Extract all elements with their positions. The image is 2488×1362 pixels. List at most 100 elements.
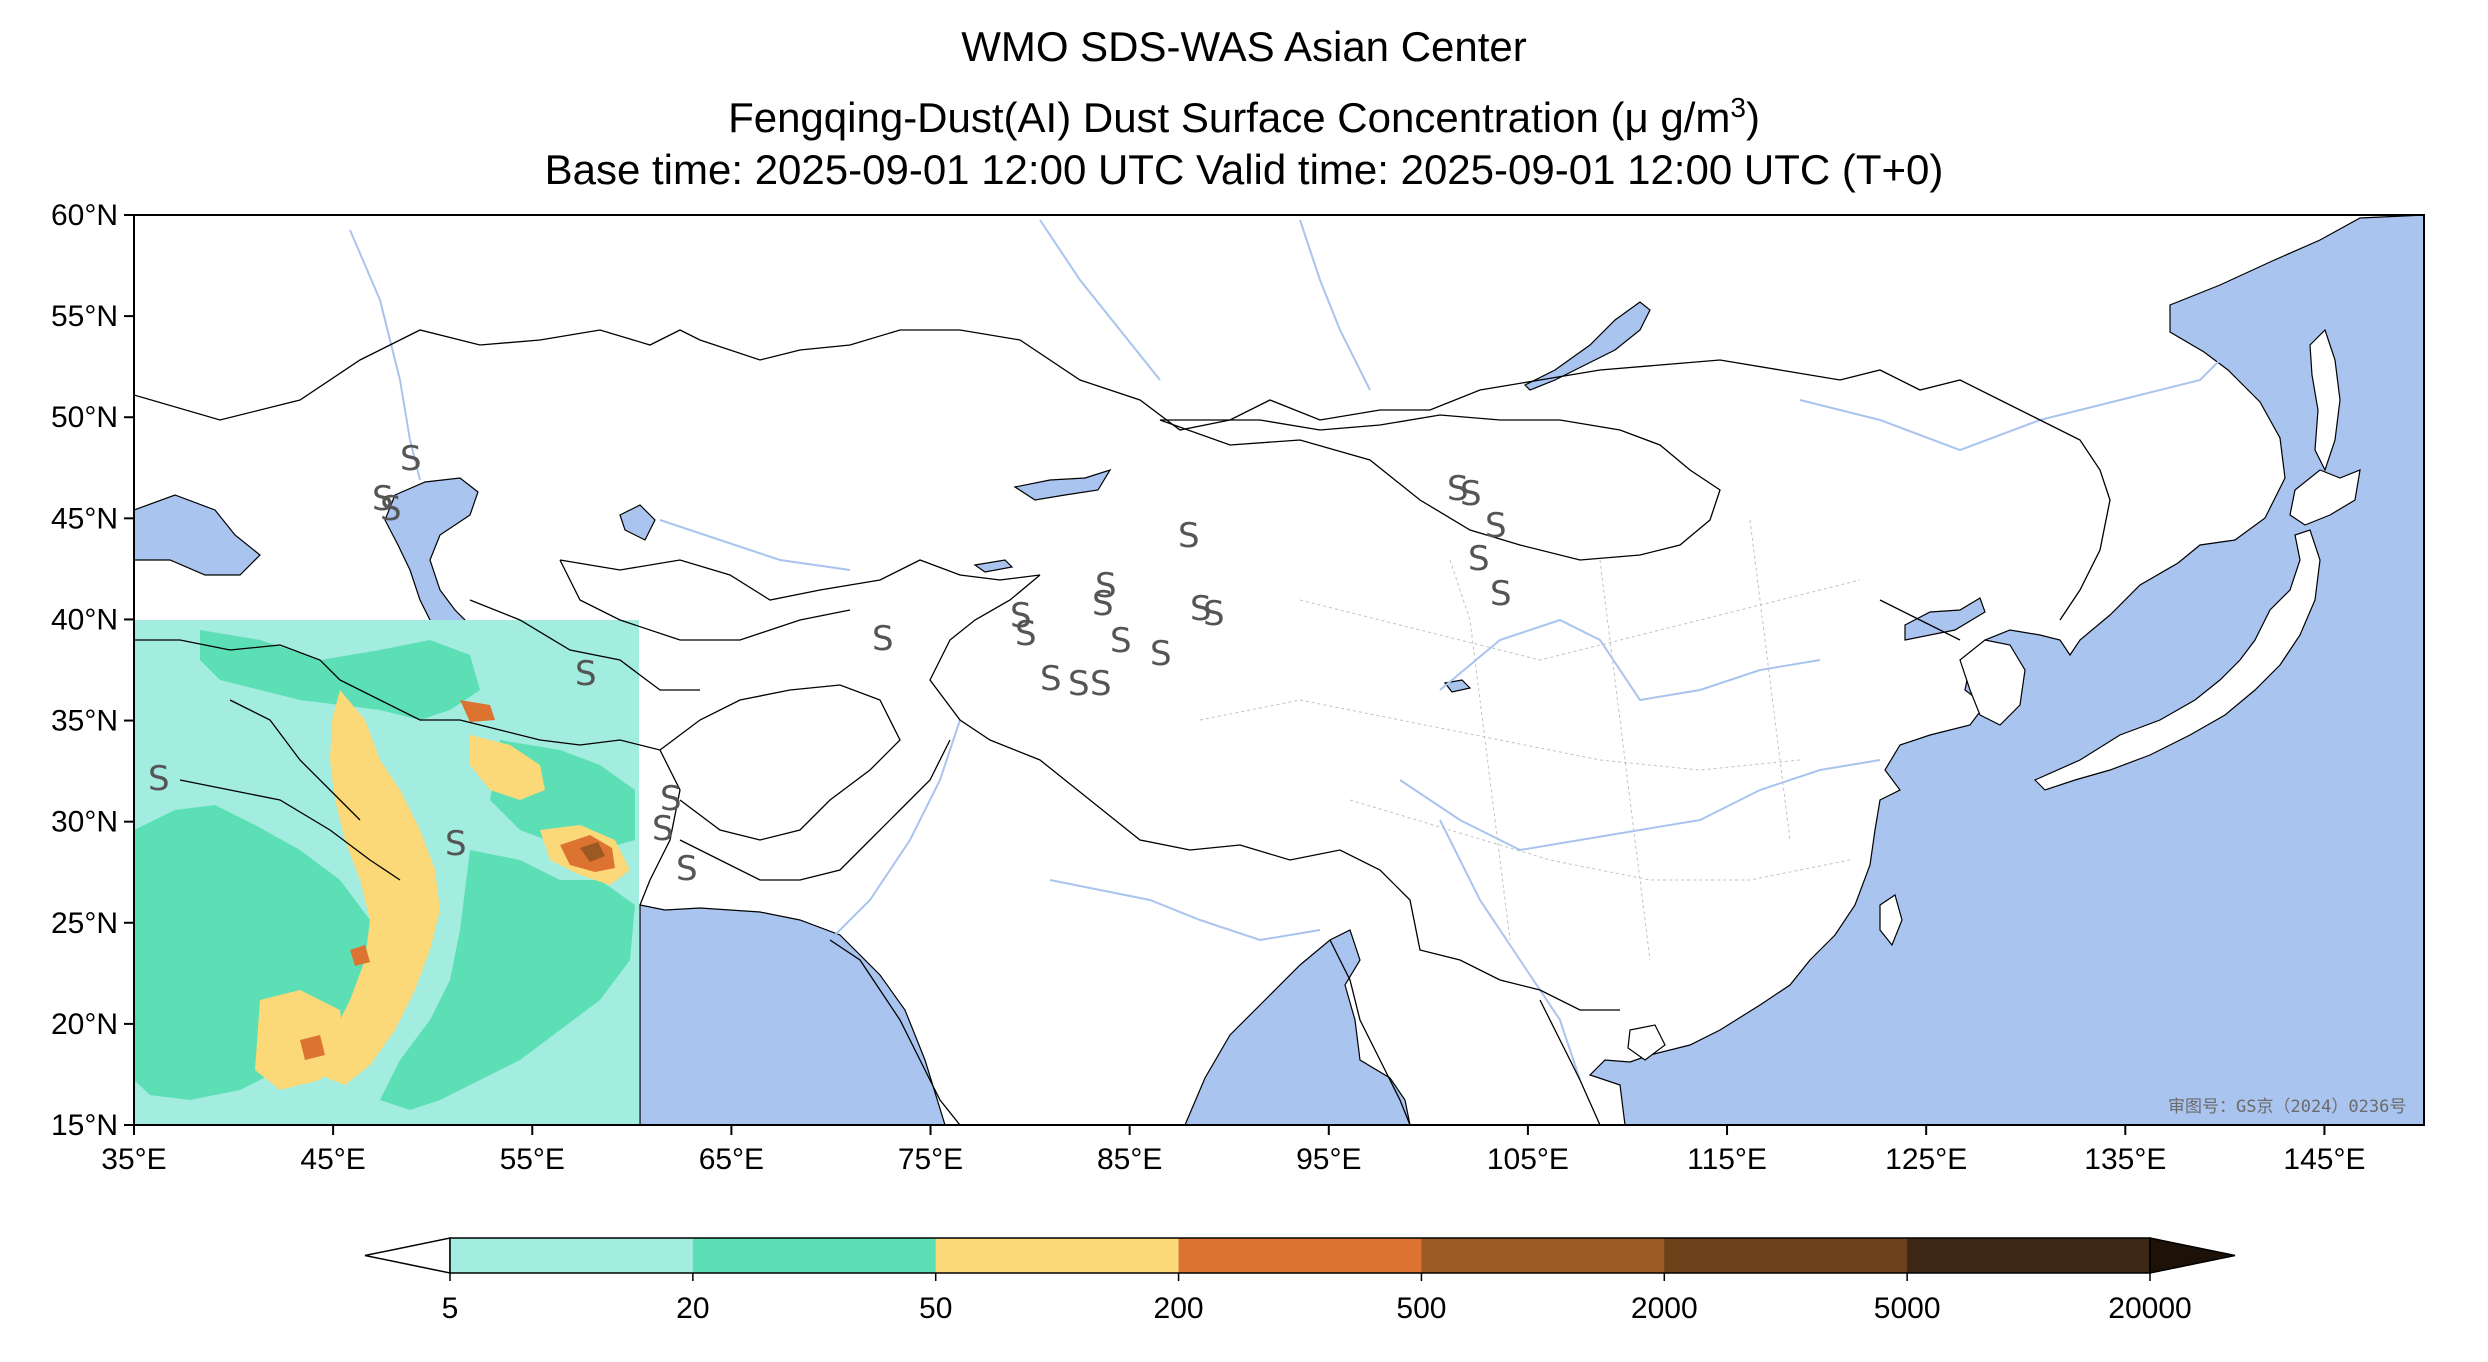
dust-lvl200-north xyxy=(460,700,495,722)
colorbar-segment xyxy=(1421,1238,1665,1273)
station-marker: S xyxy=(1015,614,1037,654)
lake-balkhash xyxy=(1013,468,1112,501)
myanmar-border xyxy=(1329,939,1411,1125)
colorbar-label: 50 xyxy=(919,1292,952,1325)
colorbar-under-arrow xyxy=(364,1237,451,1274)
station-marker: S xyxy=(1090,664,1112,704)
lat-tick-label: 40°N xyxy=(51,603,118,636)
afghanistan-border xyxy=(659,684,901,841)
colorbar-label: 20000 xyxy=(2108,1292,2191,1325)
indus-river xyxy=(829,719,961,941)
lon-tick-label: 95°E xyxy=(1296,1143,1361,1176)
islands xyxy=(1879,328,2361,947)
colorbar-label: 500 xyxy=(1396,1292,1446,1325)
lat-tick-label: 25°N xyxy=(51,907,118,940)
bay-of-bengal xyxy=(1184,929,1411,1125)
ganges-river xyxy=(1049,879,1321,942)
dust-lvl50-iran xyxy=(470,735,545,800)
yellow-sea xyxy=(1904,597,1986,641)
station-marker: S xyxy=(1203,594,1225,634)
taiwan xyxy=(1879,894,1903,947)
colorbar-segment xyxy=(450,1238,694,1273)
province-borders xyxy=(1199,519,1861,961)
station-marker: S xyxy=(1485,506,1507,546)
colorbar-segment xyxy=(1664,1238,1908,1273)
iraq-border xyxy=(229,699,361,821)
lat-tick-label: 35°N xyxy=(51,705,118,738)
qinghai-lake xyxy=(1443,679,1472,693)
turkmenistan-border xyxy=(469,599,700,691)
colorbar-label: 5000 xyxy=(1874,1292,1941,1325)
station-marker: S xyxy=(676,849,698,889)
province-line xyxy=(1599,559,1651,961)
station-marker: S xyxy=(872,619,894,659)
saudi-border xyxy=(179,779,401,881)
station-marker: S xyxy=(1468,539,1490,579)
colorbar-label: 20 xyxy=(676,1292,709,1325)
volga-river xyxy=(349,229,421,481)
mongolia-border xyxy=(1159,414,1721,561)
pakistan-border xyxy=(679,739,951,881)
dust-lvl50-main xyxy=(320,690,440,1085)
hainan-island xyxy=(1627,1024,1666,1061)
dust-lvl20-east xyxy=(380,850,635,1110)
title-unit: g/m xyxy=(1648,94,1731,141)
issyk-kul xyxy=(973,559,1014,573)
map-approval-stamp: 审图号：GS京（2024）0236号 xyxy=(2168,1097,2406,1117)
title-line-1: WMO SDS-WAS Asian Center xyxy=(961,23,1527,70)
lon-tick-label: 85°E xyxy=(1097,1143,1162,1176)
vietnam-border xyxy=(1539,999,1601,1125)
colorbar-label: 200 xyxy=(1154,1292,1204,1325)
colorbar-frame xyxy=(449,1237,2151,1274)
station-marker: S xyxy=(1150,634,1172,674)
korea xyxy=(1959,639,2026,726)
station-marker: S xyxy=(1068,664,1090,704)
ob-river xyxy=(1039,219,1161,381)
borders xyxy=(134,329,2111,1125)
lat-tick-label: 30°N xyxy=(51,806,118,839)
dust-lvl200-south xyxy=(300,1035,325,1060)
lon-tick-label: 135°E xyxy=(2084,1143,2166,1176)
station-marker: S xyxy=(1460,474,1482,514)
station-marker: S xyxy=(1010,596,1032,636)
colorbar-over-arrow xyxy=(2149,1237,2236,1274)
station-marker: S xyxy=(445,824,467,864)
station-marker: S xyxy=(1095,566,1117,606)
dust-field xyxy=(134,620,639,1125)
station-marker: S xyxy=(1447,469,1469,509)
turkey-border xyxy=(134,639,341,681)
station-marker: S xyxy=(372,479,394,519)
colorbar-label: 2000 xyxy=(1631,1292,1698,1325)
lat-tick-label: 60°N xyxy=(51,199,118,232)
yenisei-river xyxy=(1299,219,1371,391)
lat-tick-label: 45°N xyxy=(51,502,118,535)
kazakhstan-south-border xyxy=(559,559,1041,601)
colorbar-segment xyxy=(1907,1238,2151,1273)
dust-lvl200-mid xyxy=(350,945,370,966)
syr-darya-river xyxy=(659,519,851,571)
lon-tick-label: 105°E xyxy=(1487,1143,1569,1176)
lat-tick-label: 15°N xyxy=(51,1109,118,1142)
colorbar: 5 20 50 200 500 2000 5000 20000 xyxy=(364,1237,2236,1325)
lat-tick-label: 50°N xyxy=(51,401,118,434)
lon-tick-label: 145°E xyxy=(2283,1143,2365,1176)
china-korea-border xyxy=(1879,599,1961,641)
station-marker: S xyxy=(148,759,170,799)
colorbar-label: 5 xyxy=(442,1292,459,1325)
title-line-3: Base time: 2025-09-01 12:00 UTC Valid ti… xyxy=(544,146,1944,193)
caspian-sea xyxy=(384,477,479,641)
lon-tick-label: 35°E xyxy=(101,1143,166,1176)
lon-tick-label: 125°E xyxy=(1885,1143,1967,1176)
lon-tick-label: 65°E xyxy=(699,1143,764,1176)
sakhalin xyxy=(2309,328,2341,472)
japan-hokkaido xyxy=(2289,469,2361,526)
aral-sea xyxy=(619,504,656,541)
province-line xyxy=(1299,579,1861,661)
station-marker: S xyxy=(660,779,682,819)
russia-south-border xyxy=(134,329,2111,621)
black-sea xyxy=(134,494,261,576)
lake-baikal xyxy=(1523,301,1651,391)
yellow-river xyxy=(1439,618,1821,702)
lon-tick-label: 45°E xyxy=(300,1143,365,1176)
